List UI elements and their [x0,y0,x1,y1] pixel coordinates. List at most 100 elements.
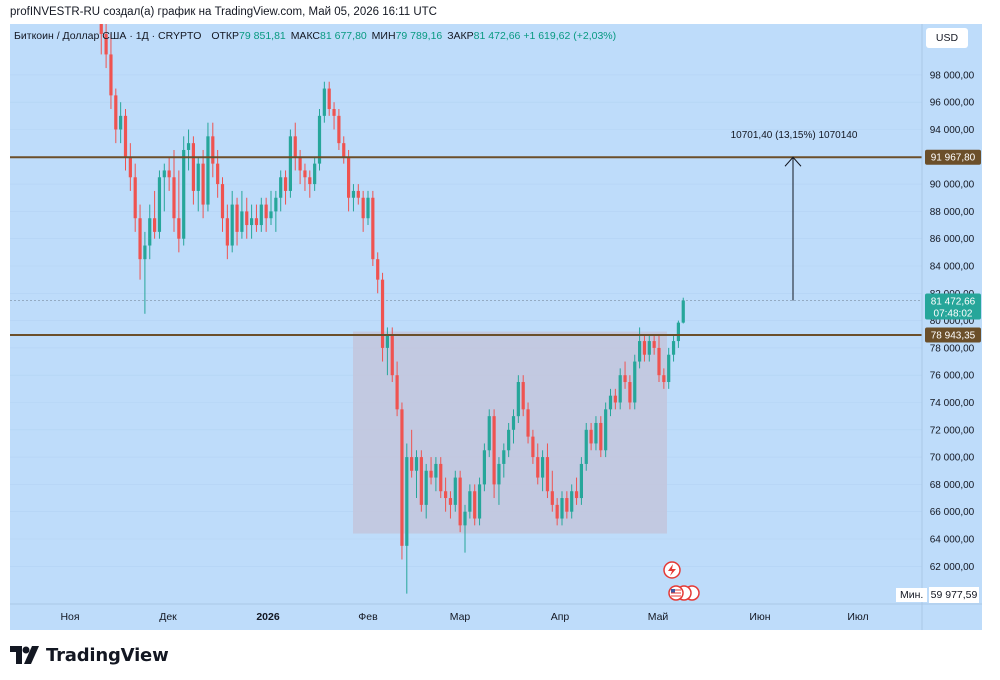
candle-body [652,341,656,348]
candle-body [516,382,520,417]
candle-body [473,491,477,519]
price-tick-label: 96 000,00 [930,98,975,109]
logo-text: TradingView [46,644,169,666]
candle-body [681,300,685,323]
candle-body [385,334,389,348]
candle-body [182,149,186,239]
candle-body [647,341,651,355]
candle-body [298,156,302,171]
price-tick-label: 94 000,00 [930,125,975,136]
candle-body [390,334,394,376]
change-value: +1 619,62 (+2,03%) [523,30,617,42]
candle-body [293,136,297,157]
candle-body [662,375,666,383]
price-axis[interactable]: 62 000,00 64 000,00 66 000,00 68 000,00 70 0… [930,70,975,572]
time-tick-label: Июн [749,611,770,623]
lightning-event-icon[interactable] [663,561,681,579]
candle-body [453,477,457,505]
candle-body [288,136,292,191]
candle-body [133,177,137,219]
candle-body [671,341,676,355]
candle-body [608,395,613,410]
candle-body [201,163,205,205]
price-tick-label: 70 000,00 [930,453,975,464]
close-label: ЗАКР [447,30,474,42]
chart-canvas[interactable]: 10701,40 (13,15%) 1070140 62 000,00 64 00… [10,24,982,630]
candle-body [444,491,448,499]
candle-body [245,211,249,226]
symbol-name[interactable]: Биткоин / Доллар США · 1Д · CRYPTO [14,30,202,42]
candle-body [172,177,176,219]
candle-body [560,498,564,519]
time-axis[interactable]: Ноя Дек 2026 Фев Мар Апр Май Июн Июл [60,611,868,623]
candle-body [342,143,346,157]
candle-body [283,177,288,191]
candle-body [579,463,583,499]
candle-body [482,450,486,485]
candle-body [419,457,423,505]
candle-body [264,204,268,219]
candle-body [104,33,108,55]
candle-body [99,24,103,34]
candle-body [337,115,341,144]
tradingview-logo[interactable]: TradingView [10,642,169,668]
resistance-level-badge-text: 91 967,80 [931,153,976,164]
candle-body [332,109,336,116]
last-price-badge-text: 07:48:02 [934,308,973,319]
candle-body [308,177,312,185]
candle-body [599,422,603,451]
candle-body [429,470,433,478]
candle-body [376,259,380,280]
price-tick-label: 72 000,00 [930,425,975,436]
support-level-badge [925,327,981,343]
time-tick-label: Апр [551,611,570,623]
grid [10,74,922,567]
candle-body [366,197,370,219]
price-tick-label: 90 000,00 [930,180,975,191]
candle-body [526,409,530,437]
candle-body [676,322,680,342]
close-value: 81 472,66 [473,30,521,42]
candle-body [594,422,598,444]
candle-body [638,341,642,362]
candle-body [303,170,307,178]
chart-area[interactable]: 10701,40 (13,15%) 1070140 62 000,00 64 00… [10,24,982,630]
candle-body [511,416,516,430]
candle-body [128,156,132,178]
candle-body [327,88,331,110]
candle-body [642,341,647,355]
price-tick-label: 64 000,00 [930,535,975,546]
candle-body [400,409,404,546]
resistance-level-badge [925,149,981,165]
open-value: 79 851,81 [239,30,286,42]
candle-body [657,347,661,376]
candle-body [536,457,540,478]
candle-body [216,163,220,185]
candle-body [361,197,365,219]
candle-body [196,163,200,191]
candle-body [405,457,409,546]
candle-body [148,218,152,246]
candle-body [322,88,326,116]
author-line: profINVESTR-RU создал(а) график на Tradi… [10,6,437,18]
time-tick-label: Дек [159,611,177,623]
us-flag-event-icon[interactable] [668,585,700,601]
low-value: 79 789,16 [395,30,443,42]
tradingview-logo-icon [10,646,39,664]
candle-body [395,375,399,410]
candle-body [434,463,438,478]
candle-body [254,218,259,226]
candle-body [531,436,535,458]
candle-body [371,197,375,260]
currency-button[interactable]: USD [926,28,968,48]
candle-body [492,416,496,485]
candle-body [487,416,491,451]
candle-body [191,143,195,191]
candle-body [356,190,360,198]
candle-body [230,204,234,246]
candle-body [623,375,627,383]
measure-arrowhead [784,156,802,167]
candle-body [167,170,171,178]
min-price-label: Мин. [896,588,928,602]
price-tick-label: 84 000,00 [930,262,975,273]
